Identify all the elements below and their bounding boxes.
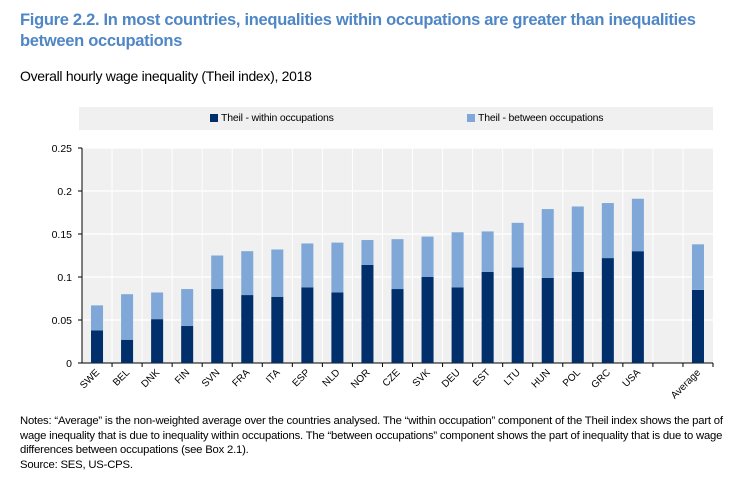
x-tick-label: FIN bbox=[173, 367, 192, 386]
bar-between-svk bbox=[421, 236, 434, 277]
y-tick-label: 0.2 bbox=[57, 186, 72, 198]
y-tick-label: 0.15 bbox=[52, 229, 73, 241]
bar-between-est bbox=[481, 231, 494, 272]
bar-within-esp bbox=[301, 287, 314, 363]
x-tick-label: EST bbox=[471, 367, 493, 389]
bar-within-fra bbox=[241, 295, 254, 363]
bar-within-svn bbox=[211, 289, 224, 363]
x-tick-label: NOR bbox=[349, 367, 373, 391]
bar-within-bel bbox=[121, 339, 134, 363]
x-tick-label: SWE bbox=[78, 367, 102, 391]
bar-within-nld bbox=[331, 292, 344, 363]
bar-between-usa bbox=[631, 198, 644, 252]
bar-between-pol bbox=[571, 206, 584, 272]
legend-item-within: Theil - within occupations bbox=[210, 112, 334, 124]
bar-within-grc bbox=[601, 258, 614, 363]
bar-between-esp bbox=[301, 243, 314, 288]
bar-between-svn bbox=[211, 255, 224, 290]
y-tick-label: 0.1 bbox=[57, 272, 72, 284]
x-tick-label: ESP bbox=[291, 367, 313, 389]
bar-within-est bbox=[481, 271, 494, 363]
legend-swatch-between bbox=[467, 114, 475, 122]
bar-between-grc bbox=[601, 203, 614, 259]
bar-within-ltu bbox=[511, 267, 524, 363]
legend: Theil - within occupations Theil - betwe… bbox=[79, 107, 713, 130]
stacked-bar-chart: 0 0.05 0.1 0.15 0.2 0.25 SWE BEL DNK FIN SVN FRA ITA… bbox=[52, 143, 714, 401]
bar-within-deu bbox=[451, 287, 464, 363]
bar-between-nor bbox=[361, 240, 374, 265]
bar-between-fin bbox=[181, 289, 194, 327]
bar-within-swe bbox=[91, 330, 104, 363]
bar-between-fra bbox=[241, 251, 254, 296]
bar-between-ltu bbox=[511, 222, 524, 268]
x-tick-label: HUN bbox=[530, 367, 553, 390]
bar-within-svk bbox=[421, 277, 434, 363]
bar-within-cze bbox=[391, 289, 404, 363]
x-tick-label: POL bbox=[561, 367, 583, 389]
x-tick-label: BEL bbox=[111, 367, 132, 388]
legend-label-between: Theil - between occupations bbox=[478, 112, 604, 124]
y-tick-label: 0 bbox=[66, 358, 72, 370]
x-tick-label: SVN bbox=[200, 367, 222, 389]
notes-text: Notes: “Average” is the non-weighted ave… bbox=[20, 415, 723, 456]
bar-between-nld bbox=[331, 242, 344, 293]
bar-between-swe bbox=[91, 305, 104, 331]
bar-within-ita bbox=[271, 296, 284, 363]
x-tick-label: DEU bbox=[440, 367, 463, 390]
bar-between-ita bbox=[271, 249, 284, 297]
x-tick-label: DNK bbox=[140, 367, 163, 390]
bar-between-bel bbox=[121, 294, 134, 340]
x-tick-label: Average bbox=[669, 367, 703, 401]
legend-label-within: Theil - within occupations bbox=[221, 112, 334, 124]
x-tick-label: ITA bbox=[264, 367, 282, 385]
x-tick-label: USA bbox=[621, 367, 644, 390]
bar-within-average bbox=[691, 289, 704, 363]
x-tick-label: GRC bbox=[589, 367, 613, 391]
bar-between-average bbox=[691, 244, 704, 290]
bar-within-dnk bbox=[151, 319, 164, 363]
bar-within-usa bbox=[631, 251, 644, 363]
chart-subtitle: Overall hourly wage inequality (Theil in… bbox=[20, 68, 312, 84]
figure-title: Figure 2.2. In most countries, inequalit… bbox=[20, 11, 696, 50]
x-tick-label: FRA bbox=[230, 367, 252, 389]
bar-between-dnk bbox=[151, 292, 164, 320]
notes-block: Notes: “Average” is the non-weighted ave… bbox=[20, 414, 735, 472]
y-tick-label: 0.05 bbox=[52, 315, 73, 327]
bar-within-hun bbox=[541, 277, 554, 363]
source-text: Source: SES, US-CPS. bbox=[20, 458, 133, 471]
bar-between-deu bbox=[451, 232, 464, 288]
bar-between-cze bbox=[391, 239, 404, 290]
bar-between-hun bbox=[541, 209, 554, 278]
bar-within-nor bbox=[361, 264, 374, 363]
x-tick-label: LTU bbox=[502, 367, 523, 388]
x-tick-label: CZE bbox=[381, 367, 403, 389]
legend-item-between: Theil - between occupations bbox=[467, 112, 604, 124]
bar-within-fin bbox=[181, 326, 194, 363]
x-tick-label: SVK bbox=[411, 367, 433, 389]
bar-within-pol bbox=[571, 271, 584, 363]
legend-swatch-within bbox=[210, 114, 218, 122]
x-tick-label: NLD bbox=[321, 367, 343, 389]
y-tick-label: 0.25 bbox=[52, 143, 73, 155]
